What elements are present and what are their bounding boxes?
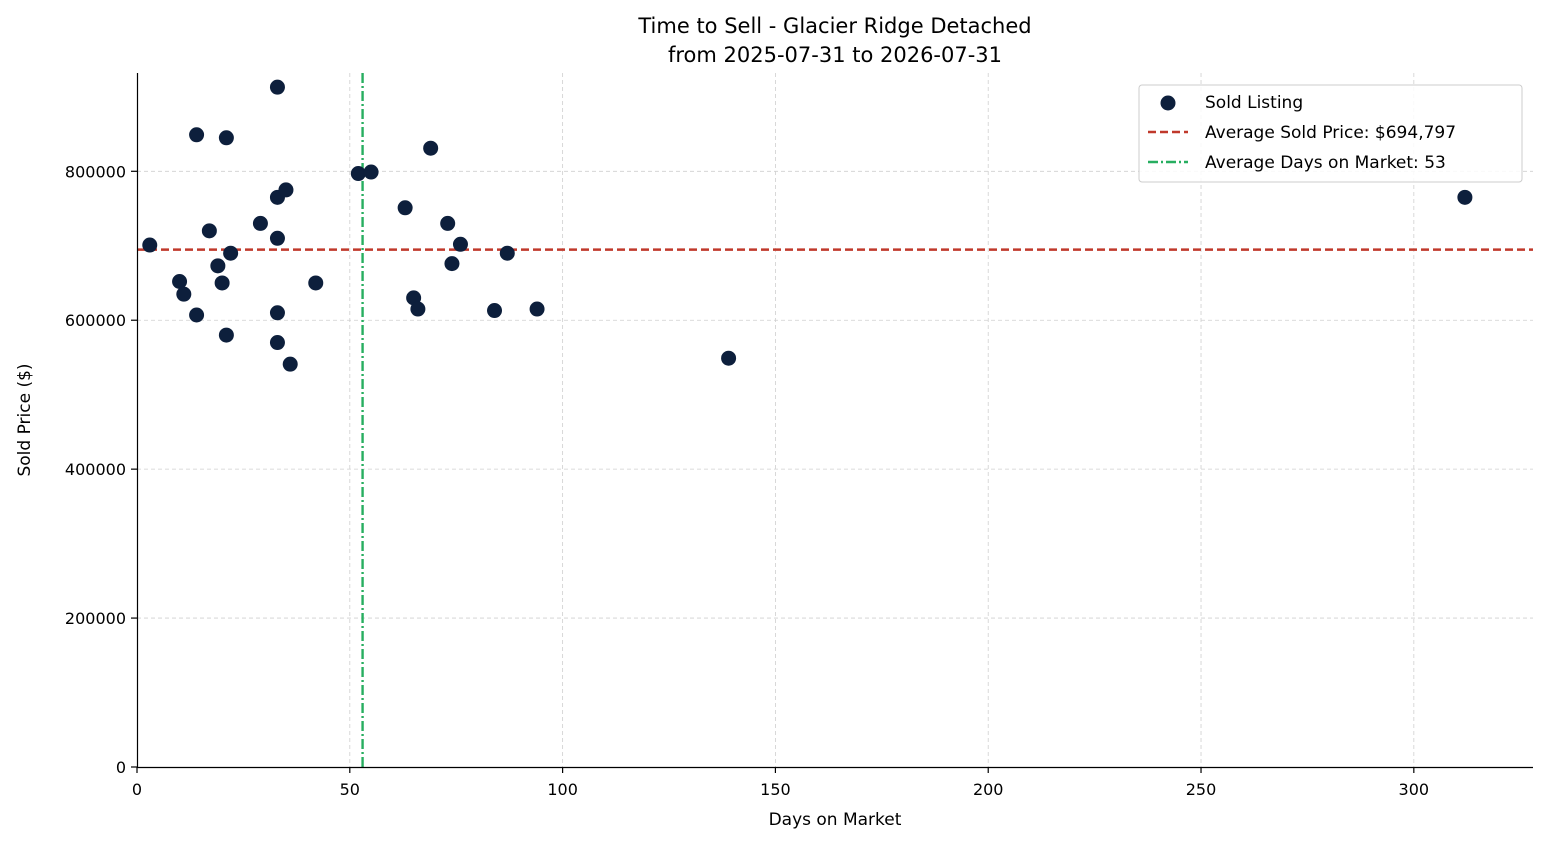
- data-point: [142, 237, 158, 253]
- data-point: [269, 335, 285, 351]
- data-point: [423, 140, 439, 156]
- data-point: [223, 245, 239, 261]
- legend-box: [1138, 84, 1523, 183]
- x-axis-label: Days on Market: [769, 810, 902, 830]
- x-tick-label: 150: [760, 780, 791, 799]
- data-point: [529, 301, 545, 317]
- legend-label-average-days: Average Days on Market: 53: [1205, 153, 1446, 173]
- x-tick-label: 0: [132, 780, 142, 799]
- x-tick-label: 250: [1186, 780, 1217, 799]
- data-point: [218, 130, 234, 146]
- data-point: [172, 273, 188, 289]
- y-tick-label: 400000: [65, 460, 126, 479]
- data-point: [1457, 189, 1473, 205]
- data-point: [214, 275, 230, 291]
- legend: Sold Listing Average Sold Price: $694,79…: [1138, 84, 1523, 183]
- y-axis-label: Sold Price ($): [15, 363, 35, 476]
- x-axis-ticks: 0 50 100 150 200 250 300: [132, 767, 1429, 799]
- data-point: [499, 245, 515, 261]
- x-tick-label: 100: [547, 780, 578, 799]
- y-tick-label: 200000: [65, 609, 126, 628]
- data-point: [252, 215, 268, 231]
- y-tick-label: 600000: [65, 311, 126, 330]
- data-point: [721, 350, 737, 366]
- legend-marker-sold-listing: [1160, 95, 1176, 111]
- data-points: [142, 79, 1473, 372]
- data-point: [282, 356, 298, 372]
- data-point: [452, 236, 468, 252]
- data-point: [444, 256, 460, 272]
- data-point: [440, 215, 456, 231]
- y-tick-label: 0: [116, 758, 126, 777]
- y-axis-ticks: 0 200000 400000 600000 800000: [65, 162, 137, 777]
- y-tick-label: 800000: [65, 162, 126, 181]
- data-point: [350, 166, 366, 182]
- data-point: [218, 327, 234, 343]
- data-point: [308, 275, 324, 291]
- data-point: [189, 127, 205, 143]
- data-point: [278, 182, 294, 198]
- x-tick-label: 200: [973, 780, 1004, 799]
- data-point: [269, 230, 285, 246]
- data-point: [210, 258, 226, 274]
- data-point: [269, 305, 285, 321]
- x-tick-label: 50: [340, 780, 360, 799]
- data-point: [410, 301, 426, 317]
- data-point: [189, 307, 205, 323]
- data-point: [487, 303, 503, 319]
- chart-subtitle: from 2025-07-31 to 2026-07-31: [668, 43, 1002, 67]
- data-point: [397, 200, 413, 216]
- legend-label-average-price: Average Sold Price: $694,797: [1205, 123, 1456, 143]
- data-point: [363, 164, 379, 180]
- reference-lines: [137, 73, 1533, 767]
- x-tick-label: 300: [1399, 780, 1430, 799]
- data-point: [201, 223, 217, 239]
- data-point: [176, 286, 192, 302]
- data-point: [269, 79, 285, 95]
- legend-label-sold-listing: Sold Listing: [1205, 93, 1303, 113]
- chart-title: Time to Sell - Glacier Ridge Detached: [637, 14, 1031, 38]
